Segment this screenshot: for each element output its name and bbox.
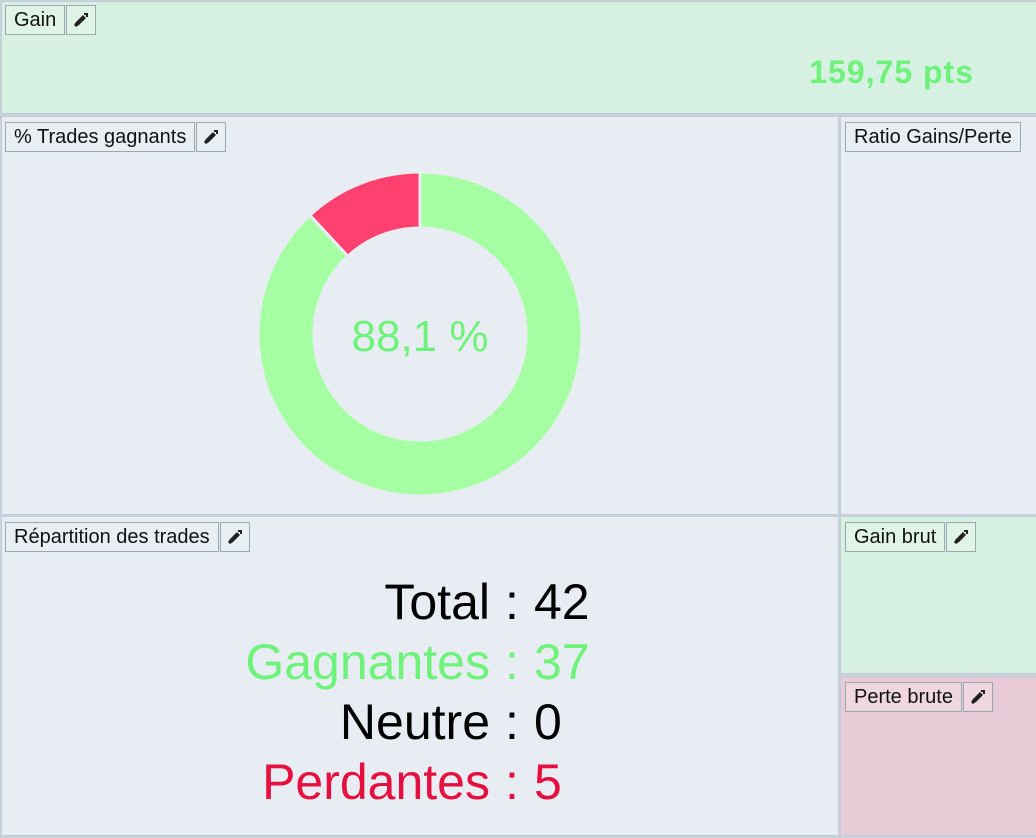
repartition-panel: Répartition des trades bbox=[1, 516, 839, 836]
ratio-titlebar: Ratio Gains/Perte bbox=[845, 122, 1021, 152]
stat-losing-label: Perdantes bbox=[262, 754, 490, 810]
wrench-icon bbox=[954, 530, 969, 544]
donut-slice-losing bbox=[307, 172, 422, 259]
stat-losing-row: Perdantes : 5 bbox=[160, 752, 760, 812]
gross-loss-panel: Perte brute bbox=[840, 676, 1036, 836]
stat-losing-value: 5 bbox=[534, 754, 562, 810]
gain-title: Gain bbox=[5, 5, 66, 35]
repartition-settings-button[interactable] bbox=[219, 522, 250, 552]
stat-neutral-separator: : bbox=[505, 694, 519, 750]
stat-winning-value: 37 bbox=[534, 634, 590, 690]
ratio-panel: Ratio Gains/Perte bbox=[840, 116, 1036, 515]
wrench-icon bbox=[970, 690, 985, 704]
gain-value: 159,75 pts bbox=[809, 54, 974, 90]
stat-total-separator: : bbox=[505, 574, 519, 630]
stat-total-label: Total bbox=[384, 574, 490, 630]
winrate-title: % Trades gagnants bbox=[5, 122, 196, 152]
gain-settings-button[interactable] bbox=[66, 5, 97, 35]
gross-gain-title: Gain brut bbox=[845, 522, 946, 552]
gross-gain-panel: Gain brut bbox=[840, 516, 1036, 674]
stat-winning-separator: : bbox=[505, 634, 519, 690]
stat-neutral-label: Neutre bbox=[339, 694, 490, 750]
stat-total-row: Total : 42 bbox=[160, 572, 760, 632]
repartition-stats: Total : 42 Gagnantes : 37 Neutre : 0 Per… bbox=[160, 572, 760, 812]
gross-loss-titlebar: Perte brute bbox=[845, 682, 993, 712]
wrench-icon bbox=[204, 130, 219, 144]
gross-loss-settings-button[interactable] bbox=[962, 682, 993, 712]
repartition-titlebar: Répartition des trades bbox=[5, 522, 250, 552]
donut-slice-winning bbox=[258, 172, 582, 496]
stat-winning-label: Gagnantes bbox=[245, 634, 490, 690]
wrench-icon bbox=[74, 13, 89, 27]
ratio-title: Ratio Gains/Perte bbox=[845, 122, 1021, 152]
gross-gain-settings-button[interactable] bbox=[946, 522, 977, 552]
winrate-center-value: 88,1 % bbox=[351, 312, 489, 361]
gain-titlebar: Gain bbox=[5, 5, 97, 35]
gain-panel: Gain 159,75 pts bbox=[1, 1, 1036, 114]
stat-winning-row: Gagnantes : 37 bbox=[160, 632, 760, 692]
stat-neutral-row: Neutre : 0 bbox=[160, 692, 760, 752]
stat-neutral-value: 0 bbox=[534, 694, 562, 750]
stat-losing-separator: : bbox=[505, 754, 519, 810]
winrate-titlebar: % Trades gagnants bbox=[5, 122, 227, 152]
wrench-icon bbox=[227, 530, 242, 544]
gross-loss-title: Perte brute bbox=[845, 682, 962, 712]
winrate-settings-button[interactable] bbox=[196, 122, 227, 152]
winrate-donut-chart bbox=[258, 172, 582, 496]
stat-total-value: 42 bbox=[534, 574, 590, 630]
gross-gain-titlebar: Gain brut bbox=[845, 522, 977, 552]
repartition-title: Répartition des trades bbox=[5, 522, 219, 552]
